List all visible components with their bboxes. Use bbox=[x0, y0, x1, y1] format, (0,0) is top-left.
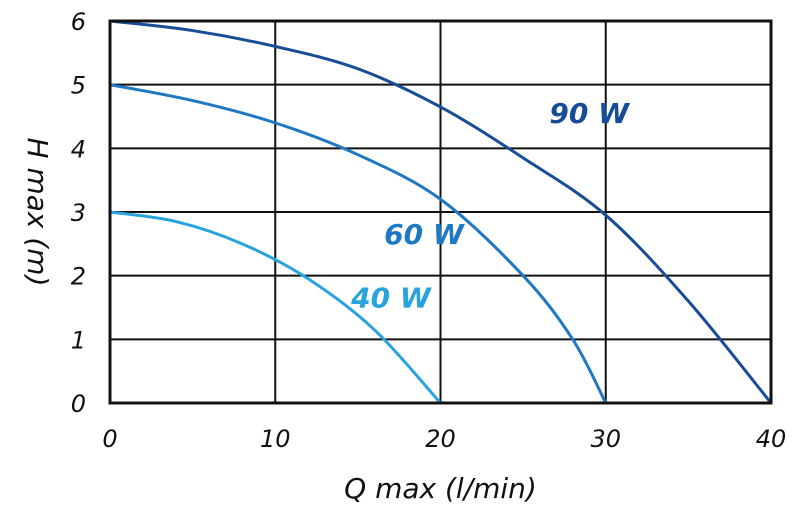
series-label: 60 W bbox=[384, 218, 465, 251]
y-tick-label: 2 bbox=[71, 263, 86, 291]
series-line bbox=[109, 210, 442, 405]
series-labels: 40 W 60 W 90 W bbox=[350, 97, 630, 315]
series-curves bbox=[109, 19, 773, 405]
plot-frame bbox=[108, 19, 773, 405]
series-line bbox=[109, 83, 608, 404]
x-tick-label: 20 bbox=[425, 425, 456, 453]
x-tick-label: 0 bbox=[102, 425, 117, 453]
y-axis-label: H max (m) bbox=[21, 138, 54, 287]
grid-lines bbox=[109, 20, 772, 404]
y-tick-label: 3 bbox=[71, 199, 86, 227]
y-tick-label: 6 bbox=[71, 8, 86, 36]
y-tick-label: 1 bbox=[71, 326, 86, 354]
y-tick-label: 4 bbox=[71, 135, 86, 163]
y-tick-label: 0 bbox=[71, 390, 86, 418]
x-tick-label: 10 bbox=[260, 425, 291, 453]
x-axis-label: Q max (l/min) bbox=[344, 472, 537, 505]
x-tick-label: 30 bbox=[590, 425, 621, 453]
y-tick-label: 5 bbox=[71, 72, 86, 100]
series-label: 90 W bbox=[549, 97, 630, 130]
x-tick-labels: 0 10 20 30 40 bbox=[102, 425, 786, 453]
series-label: 40 W bbox=[350, 282, 432, 315]
x-tick-label: 40 bbox=[756, 425, 787, 453]
series-line bbox=[109, 19, 773, 404]
y-tick-labels: 0 1 2 3 4 5 6 bbox=[71, 8, 86, 418]
